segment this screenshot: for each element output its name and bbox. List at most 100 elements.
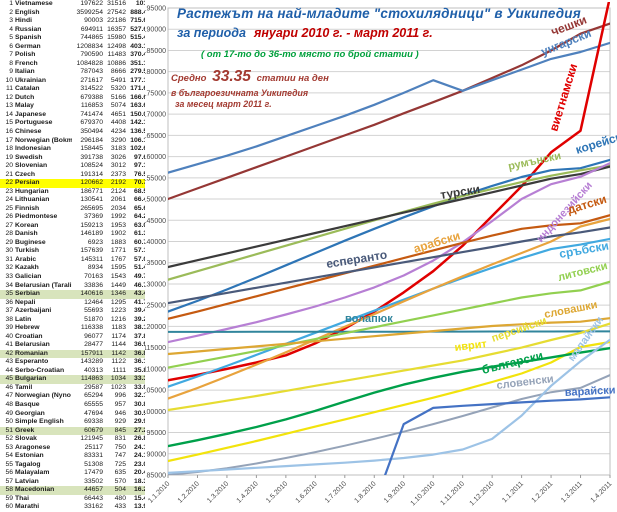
cell-total[interactable]: 69338 — [84, 418, 103, 426]
table-row[interactable]: 46 Tamil 29587 1023 33.00 — [0, 384, 152, 393]
cell-day[interactable]: 41.77 — [133, 298, 151, 306]
cell-name[interactable]: Spanish — [15, 34, 42, 42]
table-row[interactable]: 37 Azerbaijani 55693 1223 39.45 — [0, 307, 152, 316]
cell-name[interactable]: Marathi — [15, 503, 40, 511]
cell-total[interactable]: 116338 — [80, 324, 103, 332]
cell-name[interactable]: Japanese — [15, 110, 46, 118]
cell-month[interactable]: 4234 — [110, 127, 126, 135]
cell-day[interactable]: 97.16 — [133, 162, 151, 170]
cell-name[interactable]: Vietnamese — [15, 0, 53, 7]
cell-day[interactable]: 102.68 — [130, 145, 151, 153]
cell-month[interactable]: 16357 — [107, 25, 126, 33]
cell-rank[interactable]: 52 — [5, 435, 13, 443]
cell-month[interactable]: 1449 — [110, 281, 126, 289]
cell-day[interactable]: 65.61 — [133, 204, 151, 212]
cell-day[interactable]: 70.71 — [127, 179, 152, 188]
cell-month[interactable]: 433 — [114, 503, 126, 511]
cell-month[interactable]: 1346 — [104, 290, 127, 299]
cell-name[interactable]: Bulgarian — [14, 375, 72, 384]
cell-day[interactable]: 64.26 — [133, 213, 151, 221]
cell-name[interactable]: Thai — [15, 494, 29, 502]
cell-name[interactable]: Korean — [15, 221, 39, 229]
cell-rank[interactable]: 7 — [9, 51, 13, 59]
cell-name[interactable]: Nepali — [15, 298, 36, 306]
cell-rank[interactable]: 19 — [5, 153, 13, 161]
cell-name[interactable]: Indonesian — [15, 145, 51, 153]
table-row[interactable]: 59 Thai 66443 480 15.48 — [0, 495, 152, 504]
cell-name[interactable]: Polish — [15, 51, 36, 59]
cell-rank[interactable]: 42 — [0, 349, 14, 359]
table-row[interactable]: 8 French 1084828 10886 351.16 — [0, 60, 152, 69]
cell-total[interactable]: 296184 — [80, 136, 103, 144]
cell-total[interactable]: 787043 — [80, 68, 103, 76]
cell-rank[interactable]: 27 — [5, 221, 13, 229]
table-row[interactable]: 16 Chinese 350494 4234 136.58 — [0, 128, 152, 137]
cell-rank[interactable]: 37 — [5, 307, 13, 315]
cell-month[interactable]: 31516 — [107, 0, 126, 7]
cell-name[interactable]: Malay — [15, 102, 34, 110]
cell-name[interactable]: English — [15, 8, 40, 16]
cell-total[interactable]: 271617 — [80, 76, 103, 84]
cell-total[interactable]: 60679 — [72, 426, 104, 436]
cell-day[interactable]: 76.55 — [133, 170, 151, 178]
cell-name[interactable]: Piedmontese — [15, 213, 58, 221]
cell-rank[interactable]: 22 — [0, 179, 14, 188]
table-row[interactable]: 13 Malay 116853 5074 163.68 — [0, 102, 152, 111]
cell-rank[interactable]: 29 — [5, 238, 13, 246]
cell-day[interactable]: 33.00 — [133, 383, 151, 391]
cell-name[interactable]: Tagalog — [15, 460, 41, 468]
cell-day[interactable]: 49.77 — [133, 273, 151, 280]
cell-name[interactable]: Slovak — [15, 435, 37, 443]
cell-rank[interactable]: 3 — [9, 17, 13, 25]
cell-day[interactable]: 1017 — [135, 0, 151, 7]
cell-rank[interactable]: 4 — [9, 25, 13, 33]
cell-name[interactable]: Russian — [15, 25, 42, 33]
cell-total[interactable]: 140616 — [72, 290, 104, 299]
table-row[interactable]: 45 Bulgarian 114863 1034 33.35 — [0, 375, 152, 384]
cell-day[interactable]: 13.97 — [133, 503, 151, 511]
cell-name[interactable]: Malayalam — [15, 469, 50, 477]
cell-day[interactable]: 38.16 — [133, 324, 151, 332]
cell-rank[interactable]: 51 — [0, 426, 14, 436]
cell-total[interactable]: 197622 — [80, 0, 103, 7]
cell-name[interactable]: Belarusian — [15, 341, 50, 349]
cell-rank[interactable]: 33 — [5, 273, 13, 280]
cell-total[interactable]: 265695 — [80, 204, 103, 212]
cell-total[interactable]: 159213 — [80, 221, 103, 229]
cell-total[interactable]: 694911 — [80, 25, 103, 33]
cell-total[interactable]: 65294 — [84, 392, 103, 400]
cell-day[interactable]: 63.00 — [133, 221, 151, 229]
table-row[interactable]: 7 Polish 790590 11483 370.42 — [0, 51, 152, 60]
cell-total[interactable]: 314522 — [80, 85, 103, 93]
table-row[interactable]: 34 Belarusian (Tarali 33836 1449 46.74 — [0, 282, 152, 291]
cell-day[interactable]: 32.13 — [133, 392, 151, 400]
cell-day[interactable]: 15.48 — [133, 494, 151, 502]
cell-total[interactable]: 143289 — [80, 358, 103, 366]
cell-total[interactable]: 33162 — [84, 503, 103, 511]
cell-month[interactable]: 1142 — [104, 349, 127, 359]
cell-name[interactable]: Hindi — [15, 17, 32, 25]
table-row[interactable]: 18 Indonesian 158445 3183 102.68 — [0, 145, 152, 154]
cell-month[interactable]: 1543 — [110, 273, 126, 280]
cell-total[interactable]: 679370 — [80, 119, 103, 127]
cell-rank[interactable]: 15 — [5, 119, 13, 127]
cell-day[interactable]: 527.65 — [130, 25, 151, 33]
table-row[interactable]: 57 Latvian 33502 570 18.39 — [0, 478, 152, 487]
cell-total[interactable]: 55693 — [84, 307, 103, 315]
table-row[interactable]: 1 Vietnamese 197622 31516 1017 — [0, 0, 152, 9]
cell-day[interactable]: 24.19 — [133, 443, 151, 451]
cell-total[interactable]: 28477 — [84, 341, 103, 349]
cell-day[interactable]: 30.87 — [133, 400, 151, 408]
cell-rank[interactable]: 43 — [5, 358, 13, 366]
cell-rank[interactable]: 59 — [5, 494, 13, 502]
cell-name[interactable]: Italian — [15, 68, 35, 76]
cell-total[interactable]: 108524 — [80, 162, 103, 170]
table-row[interactable]: 22 Persian 120662 2192 70.71 — [0, 179, 152, 188]
growth-chart[interactable]: 85000 90000 95000 100000 105000 110000 115000 1… — [145, 0, 617, 512]
cell-day[interactable]: 29.97 — [133, 418, 151, 426]
cell-name[interactable]: Tamil — [15, 383, 33, 391]
cell-name[interactable]: Portuguese — [15, 119, 53, 127]
cell-rank[interactable]: 18 — [5, 145, 13, 153]
cell-month[interactable]: 3026 — [110, 153, 126, 161]
cell-total[interactable]: 121945 — [80, 435, 103, 443]
